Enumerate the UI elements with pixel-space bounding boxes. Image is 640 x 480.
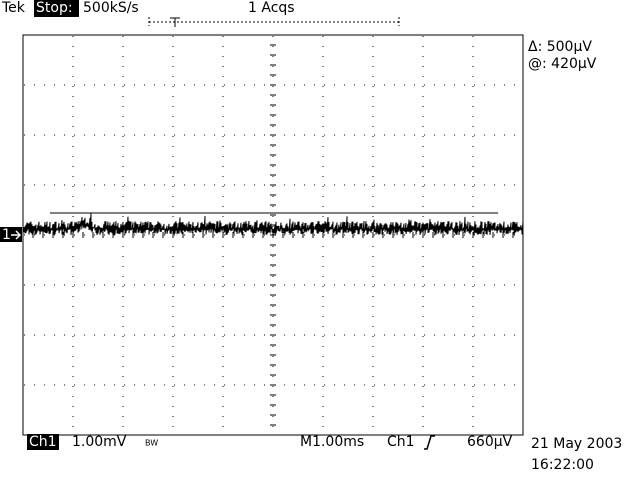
date: 21 May 2003 [531,436,622,452]
bandwidth-limit: BW [145,439,158,448]
time: 16:22:00 [531,457,594,473]
acquisitions: 1 Acqs [248,0,295,16]
trigger-level: 660µV [467,434,513,450]
waveform [22,213,524,236]
channel: Ch1 [29,434,57,450]
cursor-at: @: 420µV [528,56,597,72]
record-bracket [148,17,400,27]
timebase: M1.00ms [300,434,364,450]
vertical-scale: 1.00mV [72,434,127,450]
acq-state: Stop: [36,0,73,16]
sample-rate: 500kS/s [83,0,139,16]
channel-marker: 1 [2,227,11,243]
cursor-delta: Δ: 500µV [528,39,592,55]
state-badge [34,0,79,17]
brand: Tek [1,0,26,16]
marker-arrow [11,230,22,240]
channel-badge [27,434,59,450]
trigger-source: Ch1 [387,434,415,450]
trigger-slope [424,435,435,450]
